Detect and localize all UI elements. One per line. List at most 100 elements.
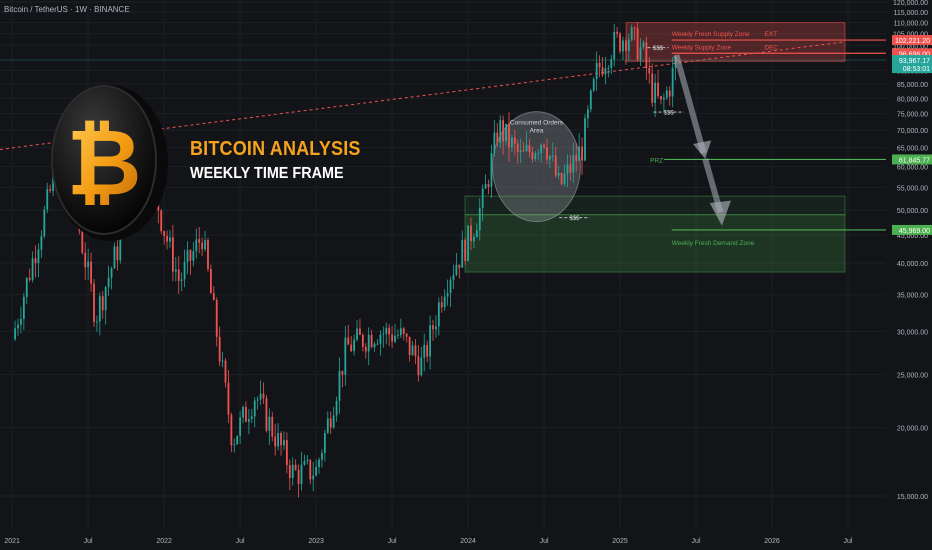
- candle-body: [221, 360, 224, 362]
- candle-body: [312, 475, 315, 480]
- candle-body: [642, 42, 645, 48]
- price-badge-demand: [892, 154, 932, 165]
- x-tick-label: Jul: [236, 538, 245, 545]
- candle-body: [423, 344, 426, 358]
- overlay-title: BITCOIN ANALYSIS: [190, 138, 361, 160]
- candle-body: [212, 293, 215, 300]
- candle-body: [364, 346, 367, 352]
- candle-body: [183, 262, 186, 280]
- candle-body: [198, 239, 201, 243]
- candle-body: [496, 132, 499, 143]
- zone-supply: [625, 22, 846, 62]
- candle-body: [569, 164, 572, 173]
- candle-body: [259, 393, 262, 400]
- candle-body: [516, 143, 519, 153]
- candle-body: [613, 31, 616, 60]
- candle-body: [478, 207, 481, 231]
- candle-body: [25, 278, 28, 297]
- candle-body: [411, 345, 414, 356]
- candle-body: [499, 120, 502, 143]
- candle-body: [446, 293, 449, 297]
- candle-body: [627, 39, 630, 51]
- y-tick-label: 110,000.00: [893, 21, 928, 28]
- candle-body: [90, 261, 92, 284]
- x-tick-label: Jul: [692, 538, 701, 545]
- candle-body: [528, 145, 531, 152]
- candle-body: [388, 327, 391, 335]
- candle-body: [338, 370, 341, 401]
- candle-body: [399, 328, 402, 336]
- candle-body: [98, 296, 101, 322]
- candle-body: [350, 344, 353, 352]
- candle-body: [361, 334, 364, 347]
- candle-body: [502, 120, 505, 142]
- candle-body: [93, 283, 95, 322]
- candle-body: [595, 62, 598, 80]
- liquidity-label: $$$: [664, 111, 675, 117]
- candle-body: [265, 398, 268, 431]
- candle-body: [309, 459, 312, 480]
- candle-body: [224, 360, 227, 383]
- candle-body: [119, 232, 122, 261]
- candle-body: [329, 418, 332, 428]
- candle-body: [367, 334, 370, 352]
- candle-body: [473, 237, 475, 242]
- candle-body: [318, 459, 320, 467]
- candle-body: [236, 435, 239, 445]
- candle-body: [481, 188, 484, 208]
- candle-body: [207, 240, 209, 269]
- candle-body: [370, 334, 373, 348]
- candle-body: [49, 189, 52, 191]
- candle-body: [177, 269, 180, 281]
- projection-arrow: [673, 54, 707, 154]
- x-tick-label: Jul: [844, 538, 853, 545]
- x-tick-label: Jul: [84, 538, 93, 545]
- y-tick-label: 20,000.00: [897, 426, 928, 433]
- annotation-label: Area: [530, 128, 544, 135]
- candle-body: [40, 236, 43, 250]
- candle-body: [242, 406, 244, 418]
- candle-body: [250, 416, 253, 420]
- candle-body: [373, 343, 376, 348]
- level-label-prz: PRZ: [650, 157, 663, 164]
- candle-body: [46, 189, 49, 210]
- bitcoin-logo: ₿: [48, 78, 168, 243]
- candle-body: [467, 225, 469, 261]
- candle-body: [546, 147, 548, 160]
- candle-body: [230, 414, 233, 446]
- candle-body: [408, 336, 411, 356]
- candle-body: [303, 460, 306, 465]
- candle-body: [601, 67, 604, 75]
- candle-body: [101, 296, 104, 311]
- candle-body: [397, 335, 399, 337]
- candle-body: [189, 250, 192, 261]
- liquidity-label: $$$: [653, 46, 664, 52]
- candle-body: [288, 465, 291, 478]
- candle-body: [578, 146, 581, 162]
- candle-body: [668, 90, 671, 97]
- candle-body: [449, 279, 452, 294]
- candle-body: [43, 209, 46, 237]
- y-tick-label: 80,000.00: [897, 96, 928, 103]
- liquidity-label: $$$: [569, 216, 580, 222]
- candle-body: [560, 173, 563, 184]
- candle-body: [537, 153, 540, 155]
- candle-body: [522, 150, 525, 152]
- candle-body: [648, 67, 651, 74]
- candle-body: [636, 28, 639, 60]
- candle-body: [283, 440, 285, 446]
- candle-body: [519, 150, 522, 153]
- candle-body: [458, 264, 461, 268]
- candle-body: [195, 239, 198, 252]
- candle-body: [493, 132, 496, 153]
- bitcoin-symbol-icon: ₿: [67, 109, 142, 216]
- candle-body: [297, 469, 300, 485]
- candle-body: [654, 82, 657, 103]
- candle-body: [490, 152, 493, 187]
- candle-body: [589, 90, 592, 110]
- candle-body: [657, 82, 659, 97]
- x-tick-label: Jul: [388, 538, 397, 545]
- candle-body: [651, 73, 654, 103]
- candle-body: [321, 452, 323, 460]
